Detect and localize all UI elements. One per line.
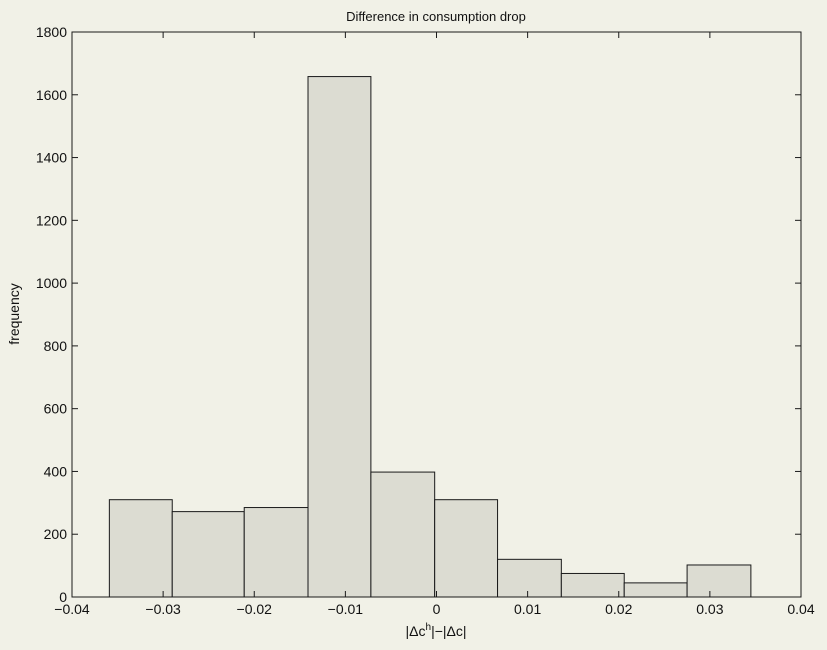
y-axis-label: frequency: [6, 283, 22, 344]
histogram-bar-9: [686, 564, 752, 598]
bars-group: [108, 76, 752, 598]
y-axis-ticks: 0 200 400 600 800 1000 1200 1400 1600 1800: [36, 24, 801, 605]
histogram-bar-5: [434, 499, 499, 598]
x-tick-label-8: 0.04: [787, 601, 814, 617]
histogram-bar-4: [370, 471, 436, 598]
y-tick-label-0: 0: [59, 589, 67, 605]
y-tick-label-9: 1800: [36, 24, 67, 40]
y-tick-label-3: 600: [44, 401, 68, 417]
x-tick-label-4: 0: [433, 601, 441, 617]
y-tick-label-7: 1400: [36, 150, 67, 166]
x-axis-label: |Δch|−|Δc|: [406, 622, 467, 639]
x-axis-ticks: −0.04 −0.03 −0.02 −0.01 0 0.01 0.02 0.03 0.04: [54, 32, 815, 617]
histogram-bar-3: [307, 76, 372, 598]
y-tick-label-1: 200: [44, 526, 68, 542]
y-tick-label-8: 1600: [36, 87, 67, 103]
histogram-bar-0: [108, 499, 173, 598]
y-tick-label-4: 800: [44, 338, 68, 354]
x-tick-label-7: 0.03: [696, 601, 723, 617]
x-tick-label-6: 0.02: [605, 601, 632, 617]
histogram-bar-7: [560, 572, 625, 598]
x-tick-label-5: 0.01: [514, 601, 541, 617]
histogram-bar-6: [497, 558, 562, 598]
x-tick-label-1: −0.03: [145, 601, 181, 617]
x-tick-label-2: −0.02: [237, 601, 273, 617]
histogram-bar-2: [243, 507, 309, 598]
histogram-bar-8: [623, 582, 688, 598]
y-tick-label-2: 400: [44, 463, 68, 479]
y-tick-label-5: 1000: [36, 275, 67, 291]
y-tick-label-6: 1200: [36, 212, 67, 228]
x-tick-label-3: −0.01: [328, 601, 364, 617]
svg-text:|Δch|−|Δc|: |Δch|−|Δc|: [406, 622, 467, 639]
histogram-bar-1: [171, 511, 245, 598]
x-tick-label-0: −0.04: [54, 601, 90, 617]
chart-title: Difference in consumption drop: [346, 9, 526, 24]
